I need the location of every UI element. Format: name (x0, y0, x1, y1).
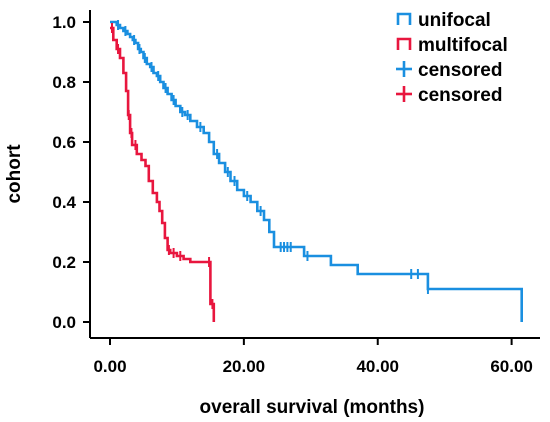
axes (89, 10, 540, 339)
legend-item: censored (396, 60, 502, 81)
series-unifocal (110, 20, 523, 322)
legend-label: multifocal (418, 35, 508, 56)
series-multifocal (110, 23, 216, 322)
survival-curve-unifocal (110, 20, 523, 322)
y-tick-label: 0.8 (52, 73, 76, 92)
y-tick-label: 0.2 (52, 253, 76, 272)
y-tick-label: 0.4 (52, 193, 76, 212)
y-tick-label: 0.6 (52, 133, 76, 152)
x-tick-label: 0.00 (93, 357, 126, 376)
plot-lines (110, 20, 523, 322)
x-tick-label: 40.00 (356, 357, 399, 376)
legend-label: unifocal (418, 10, 491, 31)
x-tick-label: 20.00 (223, 357, 266, 376)
legend-label: censored (418, 60, 502, 81)
legend-item: censored (396, 85, 502, 106)
x-tick-label: 60.00 (490, 357, 533, 376)
y-axis-title: cohort (4, 144, 25, 204)
legend-item: multifocal (396, 35, 508, 56)
legend: unifocal multifocal censored censored (396, 10, 508, 106)
legend-step-icon (396, 37, 412, 50)
x-ticks: 0.00 20.00 40.00 60.00 (93, 338, 533, 376)
legend-step-icon (396, 12, 412, 25)
x-axis-title: overall survival (months) (200, 397, 425, 418)
legend-item: unifocal (396, 10, 491, 31)
y-ticks: 0.0 0.2 0.4 0.6 0.8 1.0 (52, 13, 90, 332)
legend-label: censored (418, 85, 502, 106)
y-tick-label: 0.0 (52, 313, 76, 332)
survival-curve-multifocal (110, 26, 216, 322)
y-tick-label: 1.0 (52, 13, 76, 32)
